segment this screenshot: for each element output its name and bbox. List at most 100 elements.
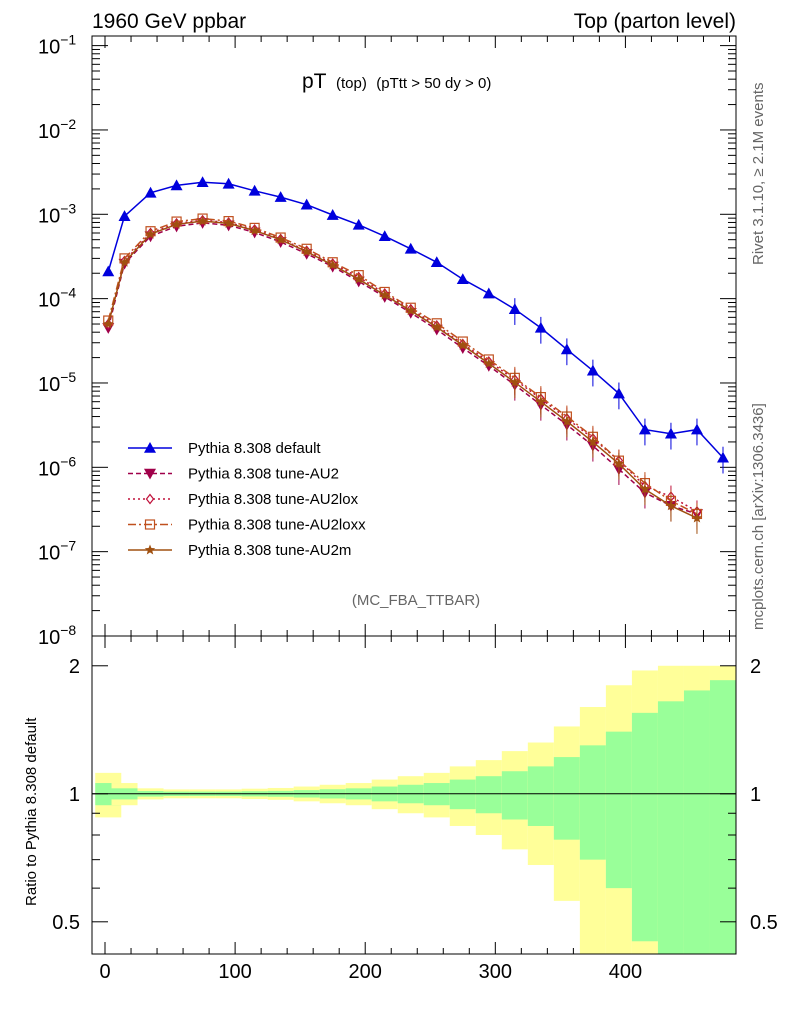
data-point-default [612, 387, 625, 399]
data-point-default [378, 230, 391, 241]
data-point-default [456, 273, 469, 284]
header-left: 1960 GeV ppbar [92, 10, 246, 33]
legend-entry-default: Pythia 8.308 default [188, 440, 321, 457]
ratio-band-inner [709, 680, 736, 954]
ratio-y-tick-label-right: 1 [750, 784, 761, 806]
data-point-au2m [405, 305, 416, 316]
data-point-au2m [483, 358, 495, 368]
ratio-band-inner [475, 776, 502, 814]
data-point-default [508, 303, 521, 314]
ratio-band-inner [553, 757, 580, 840]
data-point-default [118, 210, 131, 221]
data-point-default [248, 184, 261, 196]
data-point-default [404, 242, 417, 254]
analysis-label: (MC_FBA_TTBAR) [352, 592, 480, 609]
ratio-band-inner [683, 690, 710, 954]
data-point-default [534, 321, 547, 333]
legend-entry-au2: Pythia 8.308 tune-AU2 [188, 466, 339, 483]
data-point-au2m [275, 234, 286, 245]
plot-title-sub1: (top) [336, 75, 367, 92]
series-line-au2lox [107, 219, 698, 513]
plot-title: pT (top) (pTtt > 50 dy > 0) [302, 70, 491, 93]
x-tick-label: 0 [99, 961, 110, 983]
ratio-y-tick-label: 2 [69, 656, 80, 678]
header-right: Top (parton level) [574, 10, 736, 33]
data-point-au2m [587, 436, 599, 447]
ratio-band-inner [579, 745, 606, 860]
ratio-y-tick-label-right: 2 [750, 656, 761, 678]
ratio-frame [91, 635, 737, 955]
plot-title-sub2: (pTtt > 50 dy > 0) [376, 75, 491, 92]
main-panel: 10−1 10−2 10−3 10−4 10−5 10−6 10−7 10−8 [38, 32, 737, 954]
y-tick-label: 10−7 [38, 538, 76, 565]
x-tick-label: 300 [479, 961, 512, 983]
data-point-default [102, 265, 115, 277]
legend-marker-au2 [144, 468, 156, 480]
data-point-default [170, 179, 183, 191]
data-point-au2m [613, 458, 625, 469]
y-tick-label: 10−1 [38, 32, 76, 59]
legend-entry-au2loxx: Pythia 8.308 tune-AU2loxx [188, 517, 366, 534]
ratio-panel: 0 100 200 300 400 0.5 0.5 1 1 2 2 [52, 635, 778, 983]
data-point-default [560, 343, 573, 355]
x-tick-label: 400 [609, 961, 642, 983]
x-tick-label: 200 [349, 961, 382, 983]
data-point-default [144, 186, 157, 198]
data-point-default [638, 423, 651, 435]
data-point-au2m [223, 217, 234, 228]
data-point-au2m [171, 218, 182, 229]
data-point-au2m [535, 396, 547, 407]
y-tick-label: 10−8 [38, 622, 76, 649]
data-point-au2m [379, 289, 390, 300]
data-point-au2m [561, 415, 573, 426]
data-point-au2m [119, 256, 130, 267]
data-point-au2m [327, 259, 338, 270]
ratio-band-inner [527, 766, 554, 826]
data-point-default [352, 218, 365, 230]
legend-marker-au2loxx [144, 519, 156, 530]
plot-title-main: pT [302, 70, 327, 93]
y-tick-label: 10−4 [38, 285, 76, 312]
data-point-default [482, 287, 495, 299]
x-tick-label: 100 [218, 961, 251, 983]
legend-marker-default [144, 442, 156, 453]
data-point-default [274, 191, 287, 202]
ratio-y-tick-label: 1 [69, 784, 80, 806]
data-point-au2m [691, 512, 703, 523]
legend-entry-au2m: Pythia 8.308 tune-AU2m [188, 542, 351, 559]
data-point-au2m [103, 318, 114, 329]
ratio-band-inner [449, 779, 476, 810]
data-point-default [326, 209, 339, 220]
data-point-au2m [353, 273, 364, 284]
ratio-band-inner [501, 771, 528, 820]
data-point-au2m [457, 339, 469, 350]
y-tick-label: 10−5 [38, 369, 76, 396]
ratio-band-inner [605, 731, 632, 889]
data-point-default [664, 427, 677, 439]
ratio-y-tick-label: 0.5 [52, 912, 80, 934]
data-point-default [222, 177, 235, 189]
data-point-au2m [665, 500, 677, 511]
legend-entry-au2lox: Pythia 8.308 tune-AU2lox [188, 491, 359, 508]
y-tick-label: 10−2 [38, 116, 76, 143]
ratio-y-tick-label-right: 0.5 [750, 912, 778, 934]
ratio-band-inner [657, 701, 684, 954]
y-tick-label: 10−6 [38, 453, 76, 480]
ratio-ylabel: Ratio to Pythia 8.308 default [23, 717, 40, 906]
data-point-default [430, 256, 443, 268]
series-line-au2m [107, 220, 698, 519]
data-point-default [196, 176, 209, 188]
data-point-au2m [509, 376, 521, 387]
data-point-default [716, 451, 729, 463]
legend-marker-au2lox [145, 493, 155, 505]
legend-marker-au2m [144, 544, 156, 555]
rivet-label: Rivet 3.1.10, ≥ 2.1M events [750, 83, 767, 266]
data-point-au2m [301, 246, 312, 257]
y-tick-label: 10−3 [38, 200, 76, 227]
data-point-au2m [249, 225, 260, 236]
ratio-band-inner [631, 712, 658, 942]
legend: Pythia 8.308 default Pythia 8.308 tune-AU… [128, 440, 366, 559]
data-point-default [690, 423, 703, 435]
data-point-au2m [431, 321, 442, 332]
